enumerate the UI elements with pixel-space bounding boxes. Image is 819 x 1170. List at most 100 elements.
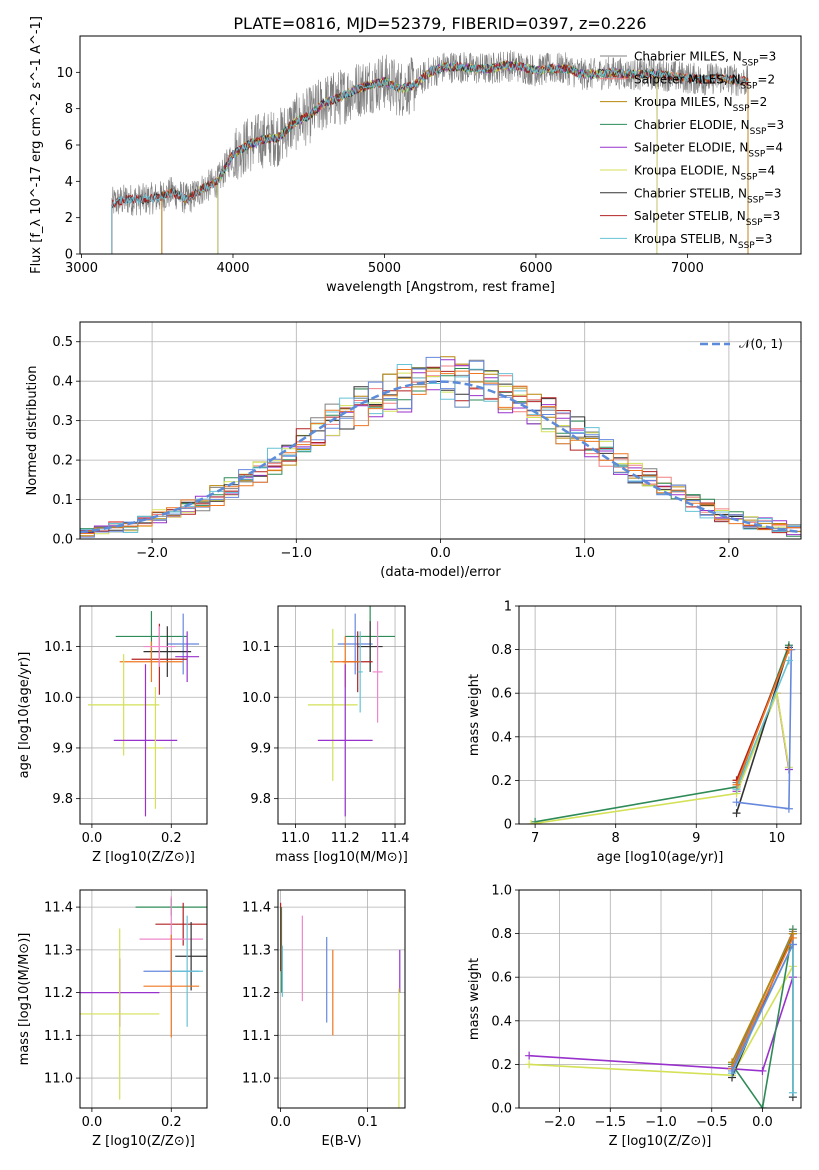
legend-entry: Kroupa STELIB, NSSP=3 (634, 232, 772, 251)
panel-age_vs_mass: 11.0 11.2 11.4 9.8 9.9 10.0 10.1 mass [log10(M/… (242, 605, 410, 865)
plot-area (80, 356, 801, 538)
y-tick-label: 0.1 (52, 493, 73, 508)
weight-point (732, 780, 741, 789)
weight-point (758, 1104, 767, 1108)
weight-point (732, 809, 741, 818)
x-tick-label: −1.0 (281, 546, 313, 561)
weight-point (525, 1060, 534, 1069)
legend: 𝒩(0, 1) (700, 337, 783, 351)
model-spectrum (217, 61, 658, 254)
weight-point (784, 804, 793, 813)
weight-point (788, 940, 797, 949)
y-tick-label: 10 (56, 66, 73, 81)
x-tick-label: 7 (531, 831, 539, 846)
panel-mass_vs_EBV: 0.0 0.1 11.0 11.1 11.2 11.3 11.4 E(B-V) (242, 889, 406, 1149)
x-tick-label: 11.0 (281, 831, 310, 846)
axes-frame (518, 605, 802, 825)
y-tick-label: 9.9 (250, 741, 271, 756)
weight-series (731, 933, 794, 1063)
y-tick-label: 11.0 (242, 1072, 271, 1087)
x-tick-label: 1.0 (574, 546, 595, 561)
y-tick-label: 11.2 (242, 986, 271, 1001)
axes-frame (277, 889, 406, 1109)
plot-area (307, 606, 396, 817)
y-tick-label: 0.8 (491, 927, 512, 942)
y-tick-label: 0.4 (52, 375, 73, 390)
plot-area (527, 641, 796, 824)
histogram-series (80, 369, 801, 534)
axes-frame (277, 605, 406, 825)
y-tick-label: 10.0 (44, 691, 73, 706)
y-tick-label: 10.1 (242, 640, 271, 655)
axes-frame (518, 889, 802, 1109)
y-tick-label: 0.4 (491, 1014, 512, 1029)
x-tick-label: 4000 (216, 261, 249, 276)
y-axis-label: mass [log10(M/M⊙)] (17, 933, 32, 1066)
y-tick-label: 2 (65, 211, 73, 226)
x-tick-label: 0.0 (270, 1115, 291, 1130)
y-tick-label: 11.4 (242, 901, 271, 916)
x-tick-label: −2.0 (136, 546, 168, 561)
normal-curve (80, 380, 801, 534)
x-axis-label: mass [log10(M/M⊙)] (275, 850, 408, 865)
x-tick-label: 5000 (368, 261, 401, 276)
plot-area (111, 50, 749, 254)
x-tick-label: 0.1 (357, 1115, 378, 1130)
y-tick-label: 0.2 (491, 1058, 512, 1073)
panel-weight_vs_age: 7 8 9 10 0 0.2 0.4 0.6 0.8 1 age [log10(age/yr)] ma… (467, 600, 802, 865)
x-tick-label: −1.5 (595, 1115, 627, 1130)
x-tick-label: 0.2 (161, 1115, 182, 1130)
legend-entry: Kroupa MILES, NSSP=2 (634, 95, 767, 114)
x-tick-label: 0.2 (161, 831, 182, 846)
weight-point (531, 817, 540, 824)
plot-area (280, 902, 401, 1108)
axes-frame (79, 889, 208, 1109)
model-spectrum (161, 60, 749, 254)
x-tick-label: 7000 (671, 261, 704, 276)
weight-series (534, 644, 790, 823)
weight-series (735, 690, 790, 792)
y-tick-label: 0.6 (491, 687, 512, 702)
y-tick-label: 0.0 (491, 1102, 512, 1117)
weight-point (525, 1051, 534, 1060)
y-axis-label: age [log10(age/yr)] (17, 652, 32, 779)
weight-point (732, 798, 741, 807)
y-tick-label: 11.1 (44, 1029, 73, 1044)
x-tick-label: 8 (612, 831, 620, 846)
y-tick-label: 11.4 (44, 901, 73, 916)
y-axis-label: mass weight (467, 674, 482, 756)
weight-series (530, 690, 790, 824)
y-tick-label: 0.4 (491, 730, 512, 745)
axes-frame (79, 605, 208, 825)
model-spectrum (161, 60, 749, 254)
y-tick-label: 9.8 (250, 792, 271, 807)
x-tick-label: 0.0 (82, 1115, 103, 1130)
y-axis-label: mass weight (467, 958, 482, 1040)
weight-series (731, 929, 794, 1108)
x-tick-label: 2.0 (719, 546, 740, 561)
weight-series (731, 944, 794, 1072)
y-tick-label: 0 (65, 248, 73, 263)
legend-entry: Salpeter STELIB, NSSP=3 (634, 209, 780, 228)
x-axis-label: wavelength [Angstrom, rest frame] (326, 280, 555, 295)
y-tick-label: 0.5 (52, 335, 73, 350)
y-tick-label: 0.2 (491, 774, 512, 789)
y-tick-label: 1 (504, 600, 512, 615)
plot-area (87, 611, 200, 817)
y-axis-label: Flux [f_λ 10^-17 erg cm^-2 s^-1 A^-1] (29, 16, 44, 274)
y-tick-label: 0.2 (52, 454, 73, 469)
x-tick-label: 10 (769, 831, 786, 846)
y-tick-label: 0 (504, 818, 512, 833)
axes-frame (79, 35, 802, 255)
legend-entry: Kroupa ELODIE, NSSP=4 (634, 164, 775, 183)
legend-entry: Chabrier STELIB, NSSP=3 (634, 186, 782, 205)
x-tick-label: 3000 (65, 261, 98, 276)
x-tick-label: −0.5 (696, 1115, 728, 1130)
x-axis-label: Z [log10(Z/Z⊙)] (92, 850, 195, 865)
legend-entry: Chabrier MILES, NSSP=3 (634, 50, 776, 69)
model-spectrum (217, 61, 658, 254)
y-tick-label: 11.3 (242, 943, 271, 958)
y-tick-label: 8 (65, 102, 73, 117)
legend-entry: Salpeter ELODIE, NSSP=4 (634, 141, 783, 160)
